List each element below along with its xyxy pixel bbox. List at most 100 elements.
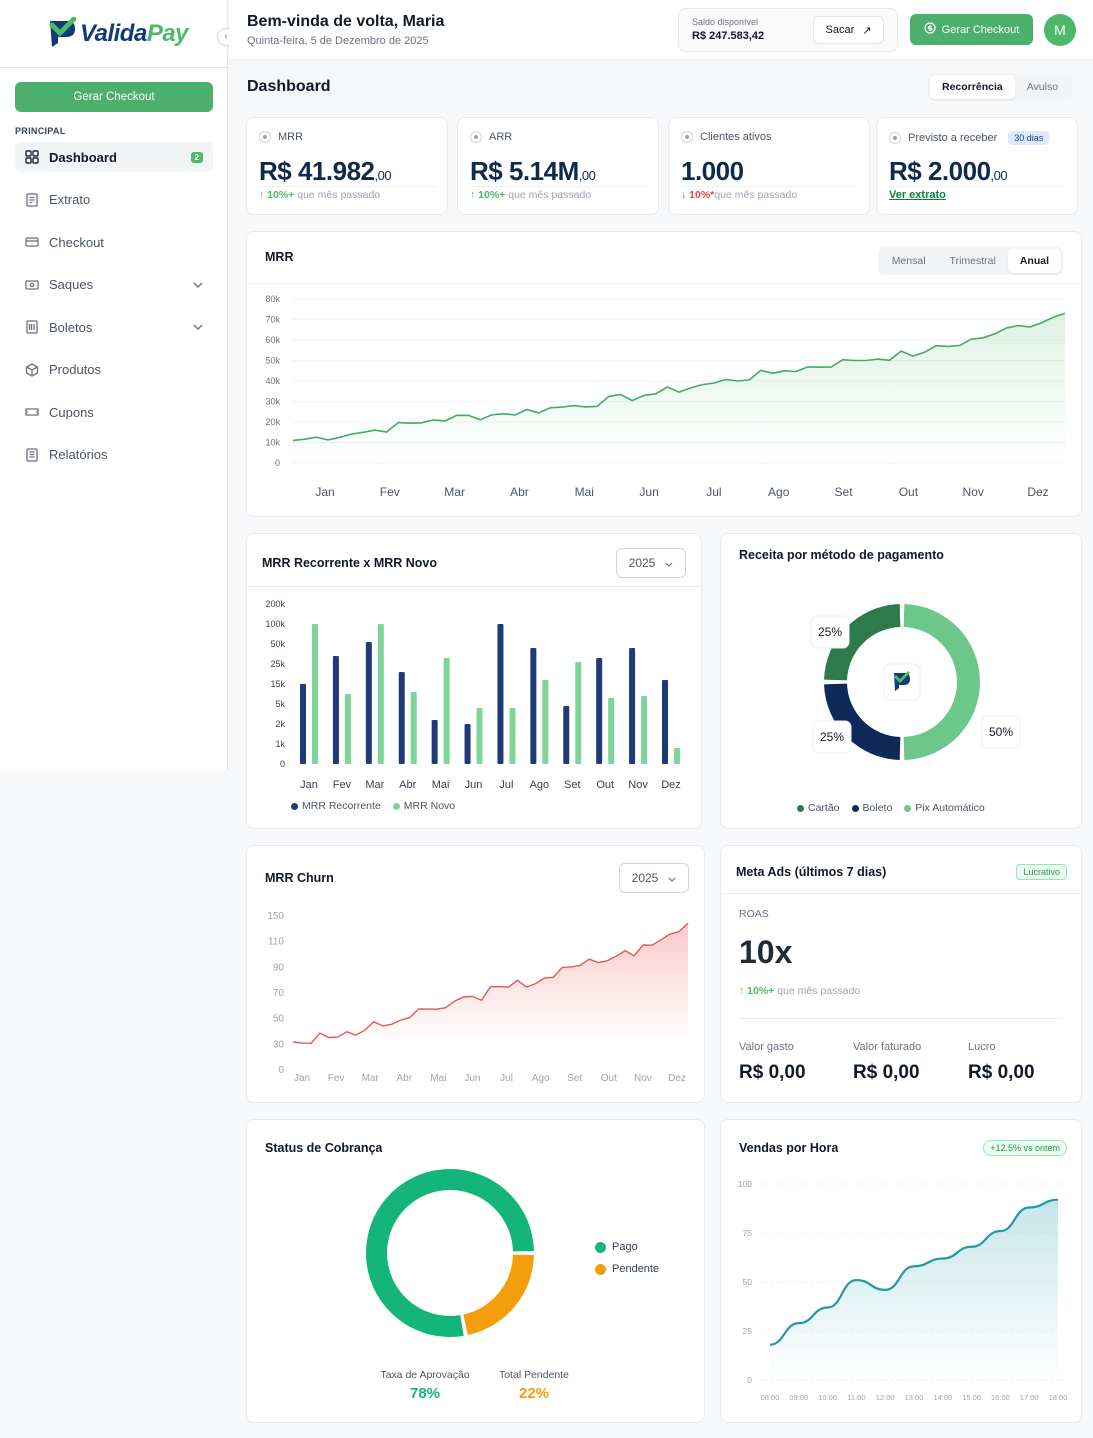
kpi-label: MRR xyxy=(259,131,303,143)
logo[interactable]: ValidaPay ‹ xyxy=(0,0,235,68)
chevron-down-icon[interactable] xyxy=(193,321,203,333)
y-tick-label: 75 xyxy=(743,1228,753,1238)
tab-recorrencia[interactable]: Recorrência xyxy=(930,75,1015,99)
tab-anual[interactable]: Anual xyxy=(1007,249,1061,273)
avatar[interactable]: M xyxy=(1044,14,1076,46)
y-tick-label: 70 xyxy=(273,988,285,999)
sidebar-item-dashboard[interactable]: Dashboard 2 xyxy=(15,142,213,172)
year-select-value: 2025 xyxy=(628,556,656,570)
generate-checkout-button[interactable]: Gerar Checkout xyxy=(910,14,1033,45)
sidebar-item-label: Dashboard xyxy=(49,149,117,165)
kpi-label-text: Previsto a receber xyxy=(908,132,998,144)
kpi-trend-text: que mês passado xyxy=(508,189,592,201)
tab-avulso[interactable]: Avulso xyxy=(1026,81,1059,93)
x-tick-label: Nov xyxy=(634,1073,652,1084)
receipt-icon xyxy=(24,192,40,208)
trend-badge: +12.5% vs ontem xyxy=(983,1140,1067,1156)
x-tick-label: 11:00 xyxy=(847,1393,865,1402)
sidebar-item-cupons[interactable]: Cupons xyxy=(15,397,213,427)
sidebar-item-saques[interactable]: Saques xyxy=(15,270,213,300)
bar-mrr-novo xyxy=(410,692,417,764)
y-tick-label: 0 xyxy=(278,1065,284,1076)
churn-card: MRR Churn 2025 150 110 90 70 50 30 0 Jan Fev Mar A… xyxy=(246,845,705,1103)
y-tick-label: 110 xyxy=(268,937,284,948)
y-tick-label: 50k xyxy=(265,356,280,366)
y-tick-label: 2k xyxy=(275,719,285,729)
x-tick-label: Dez xyxy=(668,1073,686,1084)
bar-mrr-recorrente xyxy=(365,642,372,764)
legend-item: Boleto xyxy=(851,802,892,814)
kpi-value-cents: ,00 xyxy=(374,168,392,183)
year-select[interactable]: 2025 xyxy=(616,548,686,578)
sidebar-item-extrato[interactable]: Extrato xyxy=(15,185,213,215)
coin-icon xyxy=(259,131,271,143)
kpi-trend-pct: 10%+ xyxy=(478,189,506,201)
x-tick-label: Nov xyxy=(628,779,648,791)
x-tick-label: 16:00 xyxy=(991,1393,1010,1402)
ticket-icon xyxy=(24,404,40,420)
sidebar-item-relatorios[interactable]: Relatórios xyxy=(15,440,213,470)
bar-mrr-novo xyxy=(575,662,582,764)
generate-checkout-label: Gerar Checkout xyxy=(941,23,1020,36)
trend-text: que mês passado xyxy=(777,985,861,997)
x-tick-label: Jul xyxy=(499,779,513,791)
x-tick-label: Out xyxy=(596,779,614,791)
bar-mrr-recorrente xyxy=(464,724,471,764)
churn-area-chart: 150 110 90 70 50 30 0 Jan Fev Mar Abr Mai Jun Jul Ago S… xyxy=(267,911,689,1084)
bar-mrr-recorrente xyxy=(596,658,603,764)
year-select-value: 2025 xyxy=(631,871,659,885)
view-statement-link[interactable]: Ver extrato xyxy=(889,189,946,201)
y-tick-label: 100k xyxy=(265,619,285,629)
sidebar-item-checkout[interactable]: Checkout xyxy=(15,227,213,257)
sidebar-item-label: Saques xyxy=(49,277,94,292)
report-icon xyxy=(24,447,40,463)
sidebar-generate-checkout-button[interactable]: Gerar Checkout xyxy=(15,82,213,112)
card-title: Vendas por Hora xyxy=(739,1141,839,1155)
x-tick-label: Out xyxy=(601,1073,617,1084)
kpi-trend: ↓ 10%*que mês passado xyxy=(681,189,797,201)
kpi-trend-text: que mês passado xyxy=(714,189,798,201)
sidebar-item-label: Boletos xyxy=(49,319,93,335)
kpi-label: Previsto a receber 30 dias xyxy=(889,131,1050,145)
bar-mrr-novo xyxy=(312,624,318,764)
x-tick-label: Set xyxy=(567,1073,582,1084)
x-tick-label: Ago xyxy=(532,1073,550,1084)
billed-label: Valor faturado xyxy=(853,1041,922,1053)
donut-slice-pendente xyxy=(463,1254,534,1336)
x-tick-label: 09:00 xyxy=(789,1393,808,1402)
legend-item-pago: Pago xyxy=(595,1241,638,1253)
balance-label: Saldo disponível xyxy=(692,17,759,27)
x-tick-label: Mai xyxy=(575,485,594,499)
period-tabs: Mensal Trimestral Anual xyxy=(877,247,1063,275)
withdraw-button[interactable]: Sacar ↗ xyxy=(813,16,884,44)
sidebar-item-produtos[interactable]: Produtos xyxy=(15,355,213,385)
year-select[interactable]: 2025 xyxy=(619,863,689,893)
kpi-label-text: Clientes ativos xyxy=(700,131,772,143)
chart-title: Receita por método de pagamento xyxy=(739,548,944,562)
arrow-up-icon: ↑ xyxy=(739,985,745,997)
sidebar-item-label: Extrato xyxy=(49,192,91,207)
bar-mrr-novo xyxy=(476,708,483,764)
x-tick-label: Jan xyxy=(315,485,334,499)
x-tick-label: Jul xyxy=(500,1073,513,1084)
x-tick-label: 12:00 xyxy=(876,1393,895,1402)
kpi-value-cents: ,00 xyxy=(578,168,596,183)
page-tabs: Recorrência Avulso xyxy=(928,73,1073,101)
card-title: Meta Ads (últimos 7 dias) xyxy=(736,865,887,879)
kpi-link-wrap: Ver extrato xyxy=(889,189,946,201)
bar-mrr-novo xyxy=(377,624,384,764)
tab-trimestral[interactable]: Trimestral xyxy=(949,255,996,267)
brand-name: ValidaPay xyxy=(80,20,189,48)
x-tick-label: Mai xyxy=(430,1073,446,1084)
mrr-series-line xyxy=(292,312,1066,442)
y-tick-label: 1k xyxy=(275,739,285,749)
sidebar-item-boletos[interactable]: Boletos xyxy=(15,312,213,342)
y-tick-label: 80k xyxy=(265,294,280,304)
chevron-down-icon[interactable] xyxy=(193,279,203,291)
x-tick-label: 15:00 xyxy=(962,1393,981,1402)
y-tick-label: 150 xyxy=(267,911,284,922)
tab-mensal[interactable]: Mensal xyxy=(891,255,926,267)
y-tick-label: 50k xyxy=(270,639,285,649)
kpi-label-text: ARR xyxy=(489,131,513,143)
y-tick-label: 20k xyxy=(265,417,280,427)
